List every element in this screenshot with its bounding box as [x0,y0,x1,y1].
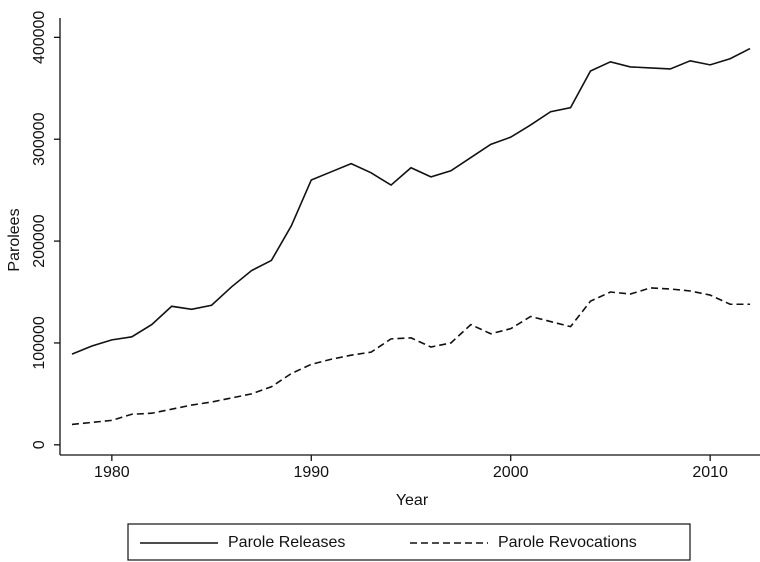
series-line [71,287,751,426]
x-tick-label: 2010 [692,464,728,481]
y-tick-label: 300000 [31,112,48,165]
legend-box [127,523,691,561]
legend-label: Parole Releases [228,534,345,551]
legend-label: Parole Revocations [498,534,637,551]
x-tick-label: 1980 [94,464,130,481]
x-tick-label: 2000 [493,464,529,481]
x-tick-label: 1990 [293,464,329,481]
y-tick-label: 200000 [31,214,48,267]
y-tick-label: 0 [31,440,48,449]
y-tick-label: 400000 [31,11,48,64]
series-line [71,47,751,355]
y-axis-label: Parolees [6,208,23,271]
x-axis-label: Year [396,492,429,509]
y-tick-label: 100000 [31,316,48,369]
